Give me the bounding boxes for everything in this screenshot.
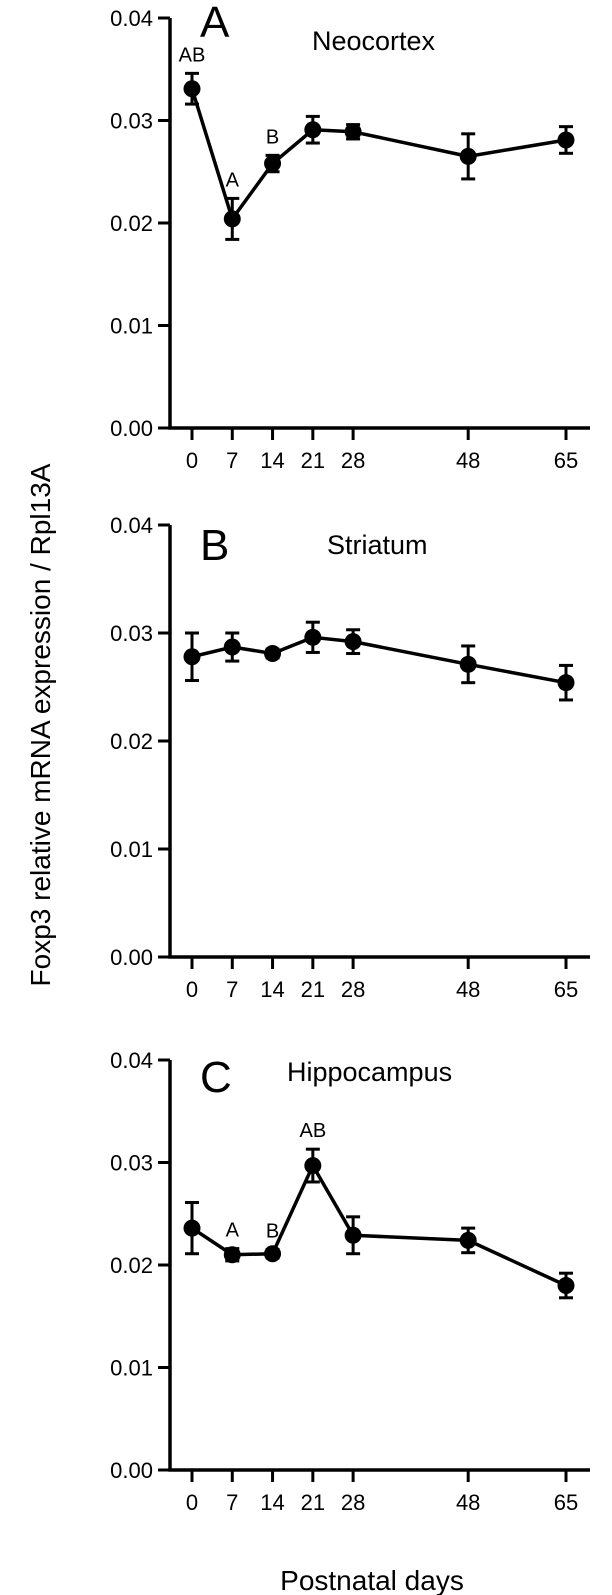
panel-b: 0.00 0.01 0.02 0.03 0.04 0 7 14 21 28 48 65 B Stria… xyxy=(110,513,590,1002)
y-tick-label: 0.03 xyxy=(110,109,153,134)
x-tick-label: 0 xyxy=(186,977,198,1002)
y-tick-label: 0.02 xyxy=(110,729,153,754)
data-point xyxy=(459,655,477,673)
data-point xyxy=(264,1245,282,1263)
data-point xyxy=(183,1219,201,1237)
x-tick-label: 48 xyxy=(456,448,480,473)
data-point xyxy=(557,674,575,692)
y-tick-label: 0.03 xyxy=(110,1151,153,1176)
series-line xyxy=(191,1163,567,1288)
x-tick-label: 7 xyxy=(226,977,238,1002)
series-line xyxy=(191,635,567,685)
y-tick-label: 0.02 xyxy=(110,1253,153,1278)
x-tick-label: 65 xyxy=(554,1490,578,1515)
y-tick-label: 0.00 xyxy=(110,416,153,441)
panel-c-letter: C xyxy=(200,1053,232,1102)
panel-a-title: Neocortex xyxy=(312,26,436,56)
x-tick-label: 28 xyxy=(341,448,365,473)
panel-c: 0.000.010.020.030.040 7 14 21 28 48 65 A BAB C … xyxy=(110,1048,590,1515)
x-tick-label: 21 xyxy=(301,977,325,1002)
significance-label: A xyxy=(226,1220,240,1242)
data-point xyxy=(223,210,241,228)
x-tick-label: 28 xyxy=(341,977,365,1002)
panel-c-axes: 0.00 0.01 0.02 0.03 0.04 0 7 14 21 28 48 65 xyxy=(110,1048,590,1515)
significance-label: AB xyxy=(179,44,206,66)
y-axis-label: Foxp3 relative mRNA expression / Rpl13A xyxy=(25,463,56,986)
x-tick-label: 0 xyxy=(186,448,198,473)
data-point xyxy=(264,645,282,663)
x-tick-label: 21 xyxy=(301,1490,325,1515)
significance-label: AB xyxy=(299,1120,326,1142)
data-point xyxy=(344,633,362,651)
data-point xyxy=(459,147,477,165)
data-point xyxy=(304,628,322,646)
x-tick-label: 28 xyxy=(341,1490,365,1515)
x-tick-label: 48 xyxy=(456,977,480,1002)
x-tick-label: 14 xyxy=(260,448,284,473)
data-point xyxy=(304,121,322,139)
series-line xyxy=(190,88,567,221)
data-point xyxy=(557,131,575,149)
y-tick-label: 0.01 xyxy=(110,314,153,339)
y-tick-label: 0.02 xyxy=(110,211,153,236)
data-point xyxy=(223,638,241,656)
significance-label: A xyxy=(226,169,240,191)
y-tick-label: 0.01 xyxy=(110,837,153,862)
x-tick-label: 48 xyxy=(456,1490,480,1515)
y-tick-label: 0.03 xyxy=(110,621,153,646)
panel-a-letter: A xyxy=(200,0,230,47)
data-point xyxy=(183,648,201,666)
panel-b-axes: 0.00 0.01 0.02 0.03 0.04 0 7 14 21 28 48 65 xyxy=(110,513,590,1002)
y-tick-label: 0.04 xyxy=(110,1048,153,1073)
y-tick-label: 0.00 xyxy=(110,1458,153,1483)
x-axis-label: Postnatal days xyxy=(280,1565,464,1595)
x-tick-label: 65 xyxy=(554,448,578,473)
panel-b-title: Striatum xyxy=(327,530,428,560)
y-tick-label: 0.01 xyxy=(110,1356,153,1381)
y-tick-label: 0.04 xyxy=(110,513,153,538)
y-tick-label: 0.04 xyxy=(110,6,153,31)
panel-a-axes: 0.00 0.01 0.02 0.03 0.04 0 7 14 21 28 48 65 xyxy=(110,6,590,473)
data-point xyxy=(264,155,282,173)
data-point xyxy=(459,1231,477,1249)
data-point xyxy=(183,80,201,98)
y-tick-label: 0.00 xyxy=(110,945,153,970)
data-point xyxy=(223,1246,241,1264)
x-tick-label: 7 xyxy=(226,1490,238,1515)
data-point xyxy=(344,123,362,141)
panel-c-title: Hippocampus xyxy=(287,1057,452,1087)
panel-c-marks: A BAB xyxy=(183,1120,575,1300)
x-tick-label: 21 xyxy=(301,448,325,473)
x-tick-label: 14 xyxy=(260,1490,284,1515)
panel-b-marks xyxy=(183,620,575,702)
data-point xyxy=(304,1157,322,1175)
panel-b-letter: B xyxy=(200,521,229,570)
significance-label: B xyxy=(266,1221,279,1243)
x-tick-label: 65 xyxy=(554,977,578,1002)
x-tick-label: 14 xyxy=(260,977,284,1002)
x-tick-label: 7 xyxy=(226,448,238,473)
significance-label: B xyxy=(266,126,279,148)
data-point xyxy=(557,1277,575,1294)
x-tick-label: 0 xyxy=(186,1490,198,1515)
data-point xyxy=(344,1226,362,1244)
